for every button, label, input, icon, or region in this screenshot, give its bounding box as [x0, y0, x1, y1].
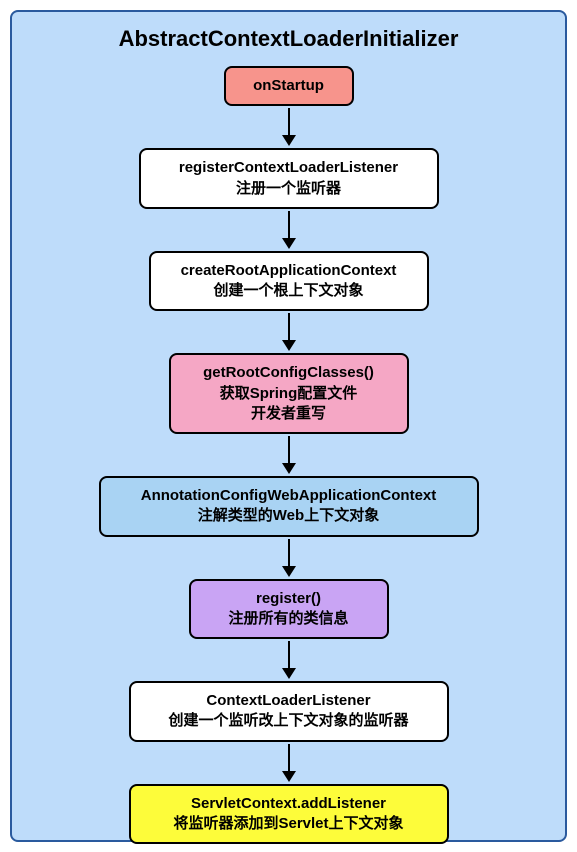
node-createRootApplicationContext: createRootApplicationContext创建一个根上下文对象 [149, 251, 429, 312]
node-contextLoaderListener: ContextLoaderListener创建一个监听改上下文对象的监听器 [129, 681, 449, 742]
node-text: register() [256, 589, 321, 609]
node-onStartup: onStartup [224, 66, 354, 106]
flow-area: onStartupregisterContextLoaderListener注册… [99, 66, 479, 844]
arrow-down [282, 211, 296, 249]
node-text: 注册所有的类信息 [228, 609, 348, 629]
arrow-down [282, 436, 296, 474]
diagram-container: AbstractContextLoaderInitializer onStart… [10, 10, 567, 842]
node-text: getRootConfigClasses() [203, 363, 374, 383]
node-register: register()注册所有的类信息 [189, 579, 389, 640]
arrow-down [282, 539, 296, 577]
node-text: AnnotationConfigWebApplicationContext [141, 486, 437, 506]
arrow-down [282, 313, 296, 351]
node-annotationConfigWebApplicationContext: AnnotationConfigWebApplicationContext注解类… [99, 476, 479, 537]
node-text: ContextLoaderListener [206, 691, 370, 711]
arrow-down [282, 744, 296, 782]
node-text: 开发者重写 [251, 404, 326, 424]
node-text: 创建一个监听改上下文对象的监听器 [168, 711, 408, 731]
node-text: 注解类型的Web上下文对象 [198, 506, 379, 526]
node-text: registerContextLoaderListener [179, 158, 398, 178]
diagram-title: AbstractContextLoaderInitializer [119, 26, 459, 52]
node-text: createRootApplicationContext [181, 261, 397, 281]
arrow-down [282, 108, 296, 146]
node-text: 注册一个监听器 [236, 179, 341, 199]
arrow-down [282, 641, 296, 679]
node-registerContextLoaderListener: registerContextLoaderListener注册一个监听器 [139, 148, 439, 209]
node-text: 获取Spring配置文件 [220, 384, 358, 404]
node-text: 创建一个根上下文对象 [213, 281, 363, 301]
node-getRootConfigClasses: getRootConfigClasses()获取Spring配置文件开发者重写 [169, 353, 409, 434]
node-text: 将监听器添加到Servlet上下文对象 [173, 814, 403, 834]
node-text: ServletContext.addListener [191, 794, 386, 814]
node-servletContextAddListener: ServletContext.addListener将监听器添加到Servlet… [129, 784, 449, 845]
node-text: onStartup [253, 76, 324, 96]
